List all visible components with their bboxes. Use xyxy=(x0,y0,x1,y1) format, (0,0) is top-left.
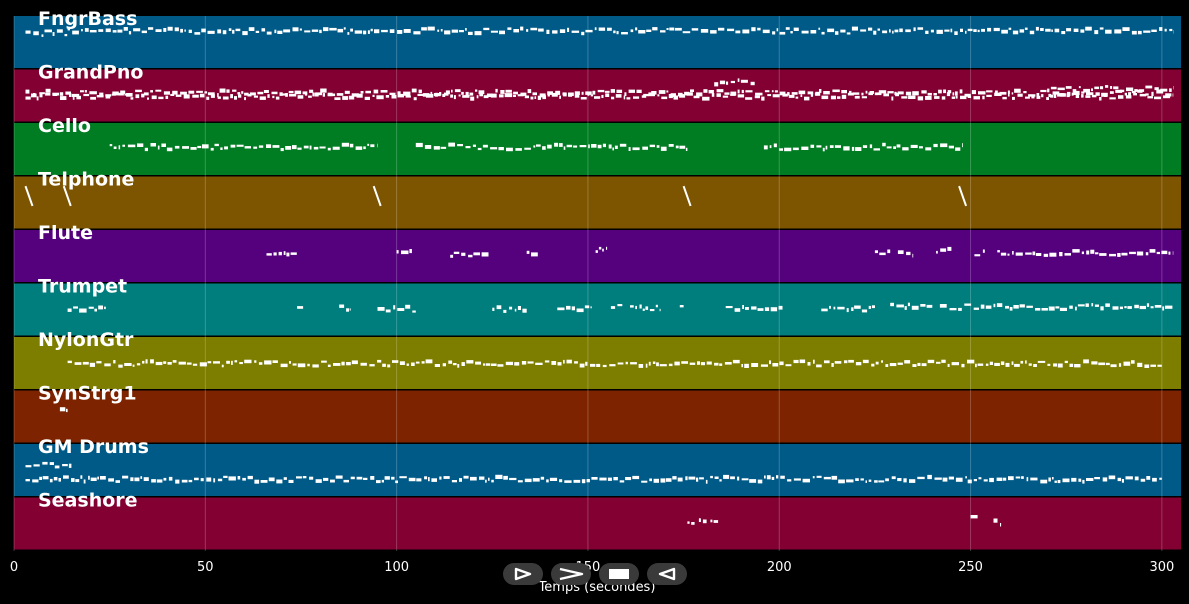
note-segment xyxy=(297,306,304,309)
note-segment xyxy=(109,142,378,152)
note-segment xyxy=(25,474,1162,484)
x-tick-label: 50 xyxy=(197,560,214,575)
play-icon xyxy=(514,567,532,581)
note-segment xyxy=(698,518,707,524)
x-tick-label: 300 xyxy=(1149,560,1174,575)
track-lane xyxy=(14,123,1181,175)
fast-forward-button[interactable] xyxy=(551,563,591,585)
track-labels: FngrBass GrandPno Cello Telphone Flute Trumpe… xyxy=(38,8,149,512)
x-tick-label: 0 xyxy=(10,560,18,575)
note-event xyxy=(958,185,968,207)
track-label: FngrBass xyxy=(38,8,137,30)
note-segment xyxy=(679,305,684,308)
track-label: GrandPno xyxy=(38,62,143,84)
note-segment xyxy=(821,305,875,313)
note-segment xyxy=(630,304,661,312)
note-segment xyxy=(557,305,592,313)
note-segment xyxy=(974,249,985,257)
x-tick-label: 100 xyxy=(384,560,409,575)
track-label: Trumpet xyxy=(38,276,127,298)
track-lane xyxy=(14,497,1181,550)
track-label: NylonGtr xyxy=(38,329,134,351)
note-segment xyxy=(687,521,695,525)
note-segment xyxy=(595,246,608,253)
note-segment xyxy=(763,142,963,152)
note-segment xyxy=(67,305,106,313)
track-lane xyxy=(14,176,1181,229)
note-event xyxy=(24,185,34,207)
track-lane xyxy=(14,390,1181,443)
note-segment xyxy=(266,251,297,257)
stop-icon xyxy=(609,569,629,579)
note-events xyxy=(24,26,1174,527)
track-label: Seashore xyxy=(38,490,138,512)
note-segment xyxy=(993,518,1002,527)
rewind-button[interactable] xyxy=(647,563,687,585)
note-event xyxy=(372,185,382,207)
note-event xyxy=(62,185,72,207)
note-segment xyxy=(874,249,891,256)
note-segment xyxy=(970,515,978,519)
note-segment xyxy=(939,303,1173,311)
note-segment xyxy=(492,305,527,313)
note-segment xyxy=(67,26,1174,36)
note-segment xyxy=(714,78,755,87)
track-label: GM Drums xyxy=(38,436,149,458)
note-event xyxy=(682,185,692,207)
track-lane xyxy=(14,230,1181,282)
grid-lines xyxy=(13,16,1163,551)
track-lane xyxy=(14,16,1181,68)
track-label: SynStrg1 xyxy=(38,383,137,405)
note-segment xyxy=(415,142,688,152)
note-segment xyxy=(339,304,351,312)
x-tick-label: 250 xyxy=(958,560,983,575)
track-label: Cello xyxy=(38,115,91,137)
stop-button[interactable] xyxy=(599,563,639,585)
note-segment xyxy=(610,304,623,309)
note-segment xyxy=(25,88,1172,98)
track-lanes xyxy=(14,16,1181,550)
note-segment xyxy=(396,249,412,255)
note-segment xyxy=(897,250,914,258)
note-segment xyxy=(1047,85,1174,93)
track-lane xyxy=(14,444,1181,496)
note-segment xyxy=(725,305,783,312)
playback-controls xyxy=(503,563,687,587)
note-segment xyxy=(59,407,68,413)
x-tick-label: 200 xyxy=(767,560,792,575)
note-segment xyxy=(377,304,416,313)
note-segment xyxy=(526,250,538,257)
track-label: Telphone xyxy=(38,169,134,191)
rewind-icon xyxy=(658,567,676,581)
track-lane xyxy=(14,283,1181,336)
note-segment xyxy=(710,519,719,523)
note-segment xyxy=(890,302,933,310)
play-button[interactable] xyxy=(503,563,543,585)
track-label: Flute xyxy=(38,222,93,244)
note-segment xyxy=(997,249,1174,257)
fast-forward-icon xyxy=(559,567,584,581)
note-segment xyxy=(936,246,952,254)
note-segment xyxy=(25,461,72,469)
note-segment xyxy=(25,29,68,37)
note-segment xyxy=(67,359,1162,368)
note-segment xyxy=(450,251,489,258)
